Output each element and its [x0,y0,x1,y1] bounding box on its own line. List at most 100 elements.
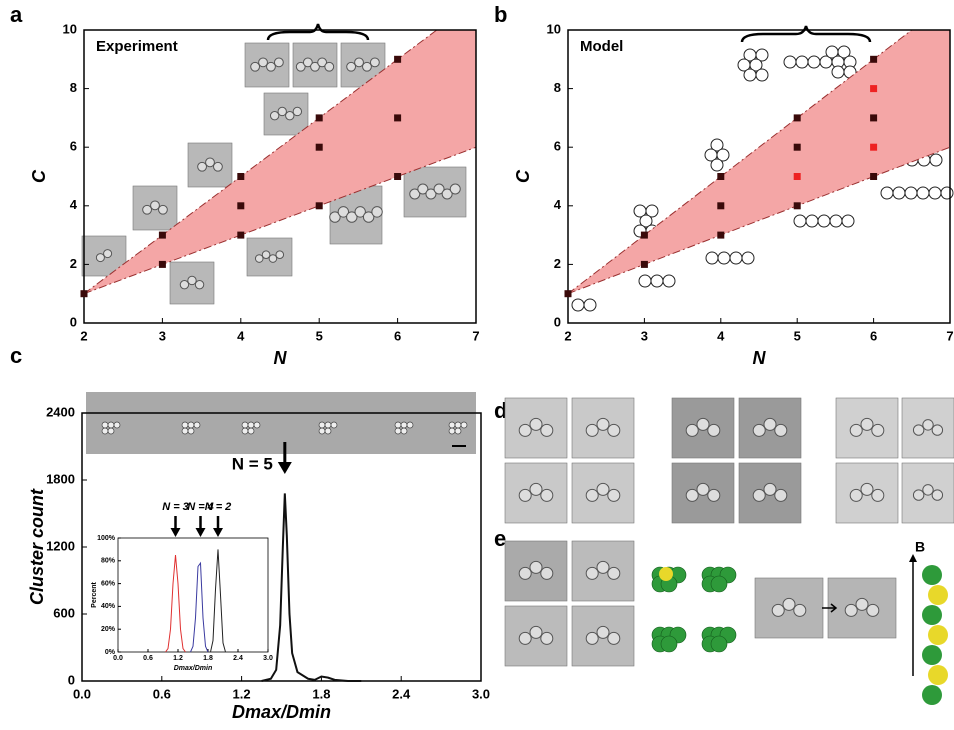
particle [318,427,326,435]
particle [107,421,115,429]
particle [330,421,338,429]
particle [362,61,372,72]
particle [158,204,168,215]
point [870,85,878,93]
particle [931,489,944,501]
particle [354,206,366,218]
series-annotation: N = 2 [205,501,232,513]
particle [362,211,375,223]
particle [406,421,414,429]
band-edge [568,30,913,295]
particle [860,417,874,431]
particle [752,423,766,437]
particle [763,482,777,496]
y-axis-label: C [29,169,49,183]
band-edge [568,146,951,295]
particle [241,421,249,429]
annotation: N = 5 [232,454,273,473]
particle [871,488,885,502]
point [870,114,878,122]
annotation: Experiment [96,38,178,55]
line [210,549,226,653]
arrow [822,603,838,613]
model-sphere [928,625,948,645]
particle [540,631,554,645]
particle [113,421,121,429]
particle [849,488,863,502]
band-edge [84,146,476,295]
particle [273,57,284,68]
chart: 0.0 0.6 1.2 1.8 2.4 3.0 0 600 1200 1800 2400 Dmax/D… [27,404,490,721]
x-tick-label: 0.0 [73,686,91,701]
model-sphere [841,214,855,228]
plot-frame [567,29,951,324]
particle [324,61,335,72]
point [237,202,245,210]
particle [529,625,543,639]
particle [247,427,255,435]
x-tick-label: 3 [641,328,648,343]
point [237,173,245,180]
particle [285,110,295,121]
particle [518,566,532,580]
particle [454,427,462,435]
particle [449,183,461,195]
particle [433,183,445,195]
particle [607,566,621,580]
particle [369,57,380,68]
y-tick-label: 0 [70,314,77,329]
point [717,231,725,239]
particle [585,423,599,437]
annotation: Model [580,38,623,55]
particle [454,421,462,429]
particle [181,421,189,429]
model-sphere [916,186,930,200]
x-tick-label: 5 [794,328,801,343]
x-tick-label: 6 [870,328,877,343]
particle [194,279,205,290]
particle [394,427,402,435]
model-sphere [880,186,894,200]
point [564,290,572,298]
y-tick-label: 80% [101,558,116,565]
particle [529,417,543,431]
particle [585,566,599,580]
model-sphere [928,665,948,685]
particle [460,421,468,429]
model-sphere [929,153,943,167]
particle [793,603,807,617]
particle [855,597,869,611]
x-tick-label: 2 [80,328,87,343]
particle [696,417,710,431]
particle [922,484,934,496]
y-tick-label: 10 [63,21,77,36]
model-sphere [650,274,664,288]
particle [193,421,201,429]
model-sphere [755,48,769,62]
particle [782,597,796,611]
model-sphere [710,158,724,172]
particle [922,419,934,431]
particle [150,200,160,211]
field-label: B [915,539,925,555]
range-band [568,30,950,294]
particle [268,254,278,263]
x-tick-label: 7 [946,328,953,343]
particle [844,603,858,617]
model-sphere [807,55,821,69]
particle [346,211,358,223]
y-tick-label: 0% [105,649,116,656]
point [158,260,166,268]
model-sphere [829,214,843,228]
point [315,114,323,122]
model-sphere [783,55,797,69]
x-axis-label: Dmax/Dmin [232,702,331,722]
model-sphere [922,565,942,585]
particle [607,631,621,645]
particle [860,482,874,496]
particle [292,106,303,117]
y-tick-label: 0 [554,314,561,329]
model-sphere [749,58,763,72]
point [158,231,166,239]
